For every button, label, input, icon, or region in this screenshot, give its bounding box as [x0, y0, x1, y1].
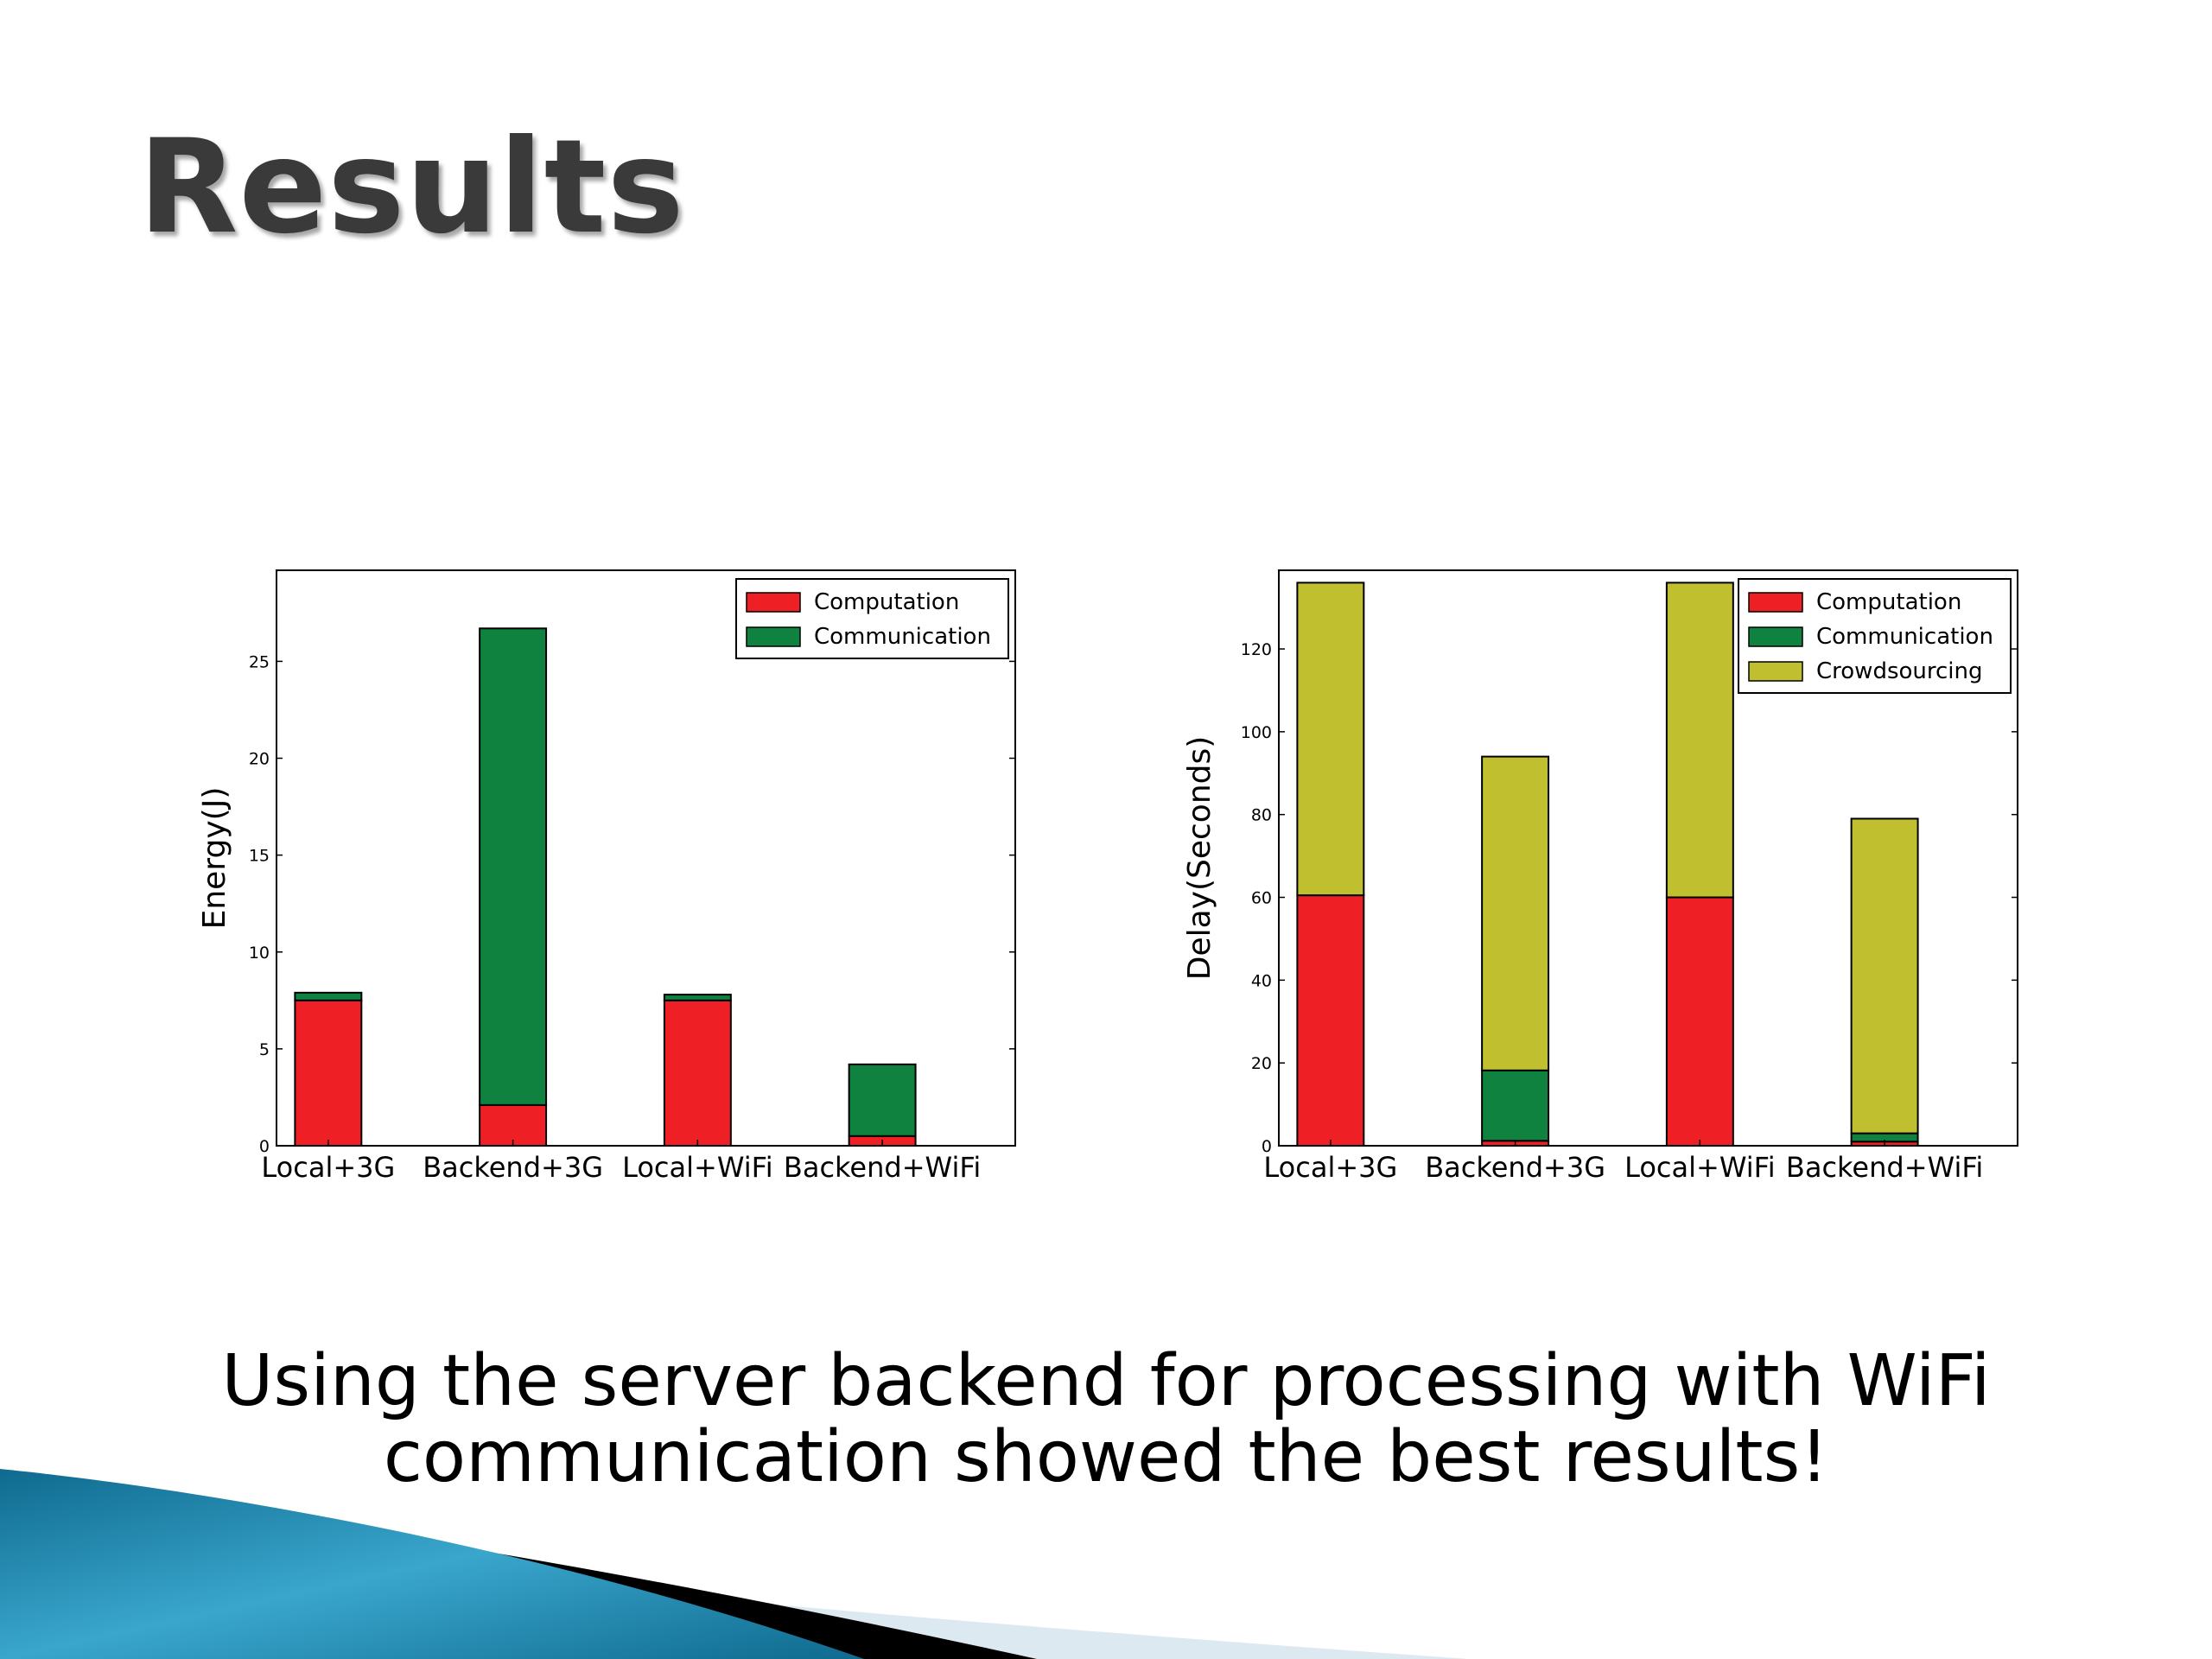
chart2-legend-label-computation: Computation [1816, 589, 1961, 615]
slide-title: Results [138, 112, 685, 263]
chart1-legend-label-computation: Computation [814, 589, 959, 615]
chart2-xtick-label-local-wifi: Local+WiFi [1624, 1151, 1776, 1184]
caption-line-1: Using the server backend for processing … [221, 1340, 1991, 1422]
chart2-bar-backend-3g-communication [1481, 1069, 1550, 1142]
chart1-legend-label-communication: Communication [814, 624, 991, 650]
decorative-swoosh [0, 1469, 1469, 1659]
chart2-xtick-label-backend-3g: Backend+3G [1425, 1151, 1605, 1184]
chart2-bar-backend-3g-crowdsourcing [1481, 755, 1550, 1071]
chart1-ytick-label: 5 [259, 1040, 270, 1059]
chart1-bar-local-wifi-communication [663, 994, 732, 1001]
chart1-legend-swatch-communication [746, 626, 801, 647]
chart2-legend-label-communication: Communication [1816, 624, 1993, 650]
chart2-ytick-label: 20 [1251, 1054, 1272, 1073]
chart1-xtick-label-local-wifi: Local+WiFi [622, 1151, 773, 1184]
chart2-ytick-label: 80 [1251, 806, 1272, 825]
chart2-plot-frame [1278, 569, 2018, 1147]
chart1-ytick-label: 10 [249, 944, 270, 963]
chart1-bar-local-3g-computation [294, 999, 363, 1147]
chart1-ytick-label: 25 [249, 652, 270, 671]
energy-chart-svg: 0 5 10 15 20 25 Energy(J) Local+3G Backend+3G Loc… [197, 569, 1016, 1184]
decor-blue-band [0, 1469, 864, 1659]
chart1-xtick-label-backend-3g: Backend+3G [423, 1151, 603, 1184]
chart2-ylabel: Delay(Seconds) [1182, 736, 1217, 981]
chart2-bar-local-3g-crowdsourcing [1296, 582, 1365, 897]
chart2-bar-local-wifi-computation [1665, 896, 1734, 1147]
chart2-bar-local-wifi-crowdsourcing [1665, 582, 1734, 899]
energy-chart: 0 5 10 15 20 25 Energy(J) Local+3G Backend+3G Loc… [173, 553, 1097, 1210]
chart1-ytick-label: 15 [249, 847, 270, 866]
chart2-ytick-label: 0 [1262, 1137, 1272, 1156]
delay-chart: 0 20 40 60 80 100 120 Delay(Seconds) Local+3G Bac… [1175, 553, 2108, 1210]
chart1-xtick-label-backend-wifi: Backend+WiFi [784, 1151, 981, 1184]
chart1-ytick-label: 20 [249, 750, 270, 769]
chart2-bar-local-3g-computation [1296, 894, 1365, 1147]
chart2-ytick-label: 60 [1251, 889, 1272, 908]
chart2-legend-swatch-crowdsourcing [1748, 661, 1803, 682]
chart2-xtick-label-backend-wifi: Backend+WiFi [1786, 1151, 1983, 1184]
chart1-bar-backend-3g-communication [479, 627, 548, 1106]
caption-line-2: communication showed the best results! [383, 1416, 1829, 1498]
chart1-bar-local-wifi-computation [663, 999, 732, 1147]
chart2-ytick-label: 40 [1251, 971, 1272, 990]
chart2-ytick-label: 100 [1241, 723, 1272, 742]
chart2-legend-swatch-computation [1748, 592, 1803, 613]
chart1-xtick-label-local-3g: Local+3G [261, 1151, 395, 1184]
chart2-legend-label-crowdsourcing: Crowdsourcing [1816, 658, 1983, 684]
chart1-ytick-label: 0 [259, 1137, 270, 1156]
chart2-legend-swatch-communication [1748, 626, 1803, 647]
chart2-bar-backend-wifi-crowdsourcing [1850, 817, 1919, 1135]
chart1-ylabel: Energy(J) [197, 787, 232, 930]
chart1-plot-frame [276, 569, 1016, 1147]
chart2-xtick-label-local-3g: Local+3G [1263, 1151, 1397, 1184]
chart2-ytick-label: 120 [1241, 640, 1272, 659]
slide-caption: Using the server backend for processing … [0, 1344, 2212, 1496]
chart1-bar-backend-3g-computation [479, 1103, 548, 1147]
delay-chart-svg: 0 20 40 60 80 100 120 Delay(Seconds) Local+3G Bac… [1182, 569, 2018, 1184]
chart1-legend-swatch-computation [746, 592, 801, 613]
chart1-bar-backend-wifi-communication [848, 1063, 917, 1137]
chart1-bar-local-3g-communication [294, 991, 363, 1001]
